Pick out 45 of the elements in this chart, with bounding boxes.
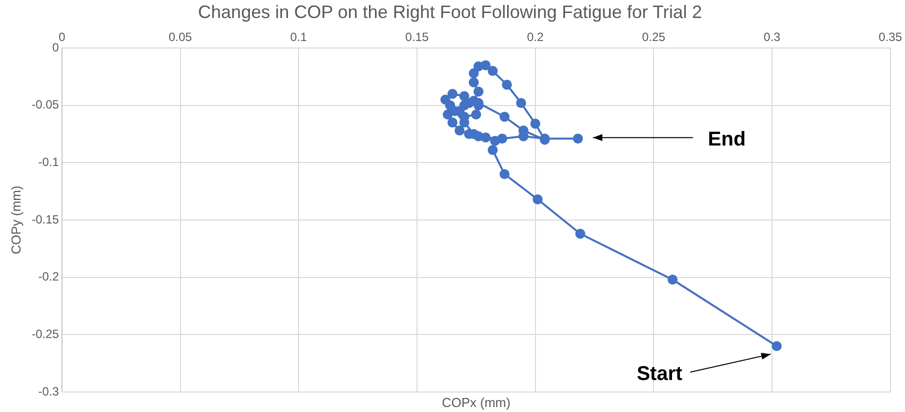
point xyxy=(488,145,498,156)
chart-title: Changes in COP on the Right Foot Following Fatigue for Trial 2 xyxy=(198,2,702,22)
y-tick-label: -0.05 xyxy=(32,98,60,112)
point xyxy=(530,118,540,129)
x-tick-label: 0.25 xyxy=(642,30,666,44)
x-tick-label: 0.1 xyxy=(290,30,308,44)
point xyxy=(488,66,498,76)
point xyxy=(459,91,470,102)
point xyxy=(459,100,470,110)
point xyxy=(772,341,782,352)
point xyxy=(468,68,479,78)
x-tick-label: 0.2 xyxy=(526,30,544,44)
point xyxy=(500,169,510,180)
point xyxy=(440,94,450,105)
point xyxy=(516,98,526,108)
point xyxy=(532,194,543,204)
point xyxy=(474,86,484,97)
point xyxy=(668,274,678,285)
y-tick-label: -0.2 xyxy=(38,270,60,284)
point xyxy=(500,112,510,122)
x-tick-label: 0.15 xyxy=(405,30,429,44)
point xyxy=(480,132,491,142)
y-tick-label: 0 xyxy=(52,40,60,54)
point xyxy=(480,60,491,70)
point xyxy=(447,118,458,128)
x-tick-label: 0.35 xyxy=(878,30,902,44)
point xyxy=(442,110,453,120)
point xyxy=(572,134,583,144)
point xyxy=(497,134,508,144)
y-tick-label: -0.1 xyxy=(38,154,60,169)
annotation: Start xyxy=(636,363,683,386)
point xyxy=(447,88,458,99)
x-tick-label: 0.3 xyxy=(764,30,781,44)
point xyxy=(471,110,482,120)
point xyxy=(468,77,479,88)
y-tick-label: -0.25 xyxy=(32,326,60,341)
x-tick-label: 0.05 xyxy=(168,30,192,44)
y-tick-label: -0.15 xyxy=(32,212,60,226)
annotation: End xyxy=(708,128,746,151)
x-axis-title: COPx (mm) xyxy=(442,395,510,410)
point xyxy=(575,228,586,239)
point xyxy=(502,80,512,90)
y-axis-title: COPy (mm) xyxy=(8,186,24,254)
y-tick-label: -0.3 xyxy=(38,384,60,398)
point xyxy=(454,126,465,136)
